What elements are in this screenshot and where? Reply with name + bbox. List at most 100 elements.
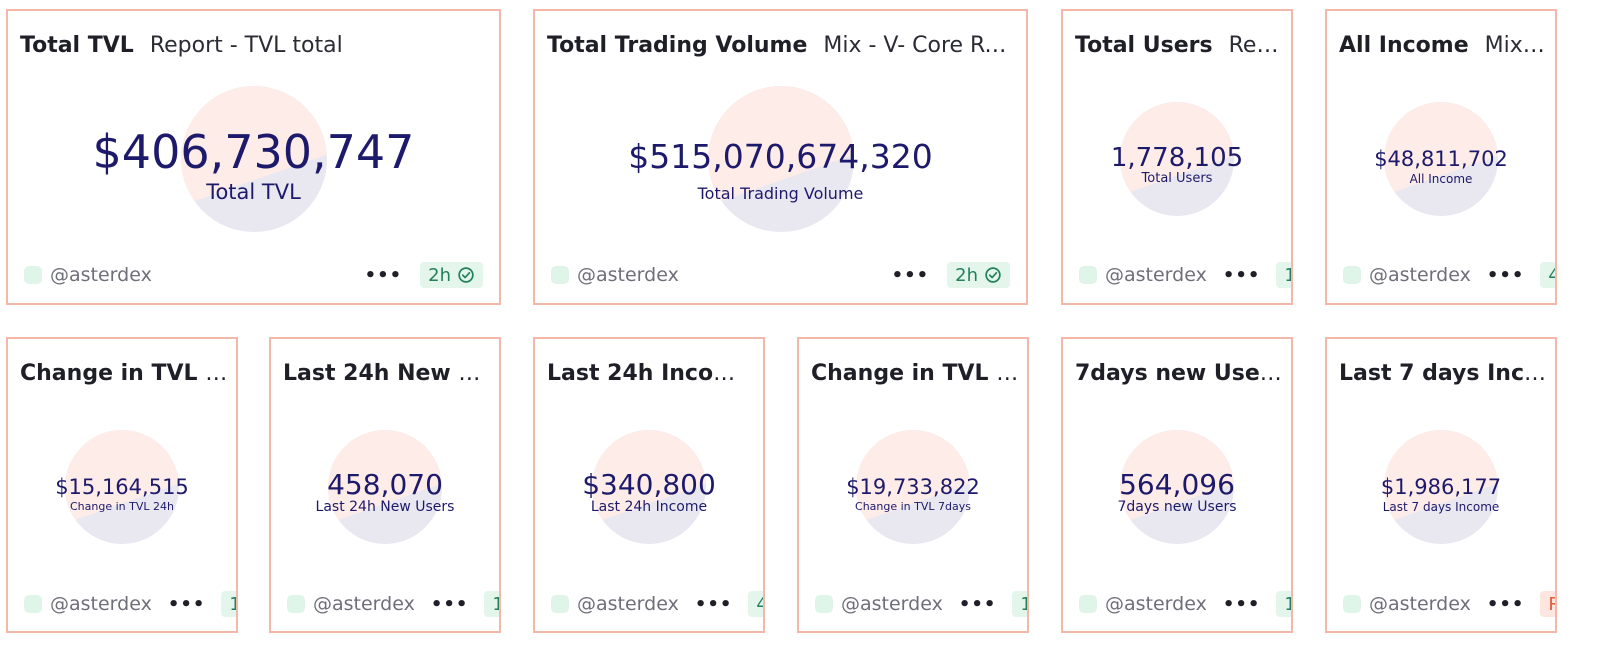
- chart-disc: [707, 86, 854, 232]
- status-badge[interactable]: 2h: [420, 262, 483, 288]
- status-badge[interactable]: Runn: [1540, 591, 1555, 617]
- check-circle-icon: [985, 267, 1001, 283]
- badge-label: 1h: [1020, 594, 1027, 615]
- author-name[interactable]: @asterdex: [841, 593, 943, 615]
- card-title: Total TVL: [20, 33, 134, 58]
- metric-value: $48,811,702: [1374, 147, 1508, 171]
- metric-value: $340,800: [582, 468, 716, 501]
- badge-label: 2h: [955, 264, 978, 286]
- card-header: Total Trading Volume Mix - V- Core Report: [547, 31, 1018, 61]
- avatar[interactable]: [1079, 266, 1097, 284]
- card-footer: @asterdex ••• 1h: [815, 590, 1027, 618]
- card-title: Last 7 days Inco...: [1339, 361, 1547, 386]
- more-options-icon[interactable]: •••: [958, 593, 997, 615]
- avatar[interactable]: [1079, 595, 1097, 613]
- card-last-24h-income[interactable]: Last 24h Income... $340,800 Last 24h Inc…: [533, 337, 765, 633]
- status-badge[interactable]: 1h: [1276, 591, 1291, 617]
- chart-disc: [328, 430, 442, 544]
- author-name[interactable]: @asterdex: [1105, 593, 1207, 615]
- author-name[interactable]: @asterdex: [1369, 264, 1471, 286]
- metric-value: $19,733,822: [846, 475, 980, 499]
- metric-value: 458,070: [327, 468, 443, 501]
- metric-label: 7days new Users: [1117, 499, 1237, 515]
- avatar[interactable]: [24, 266, 42, 284]
- chart-disc: [1120, 430, 1234, 544]
- card-header: 7days new Users...: [1075, 359, 1283, 389]
- author-name[interactable]: @asterdex: [1105, 264, 1207, 286]
- avatar[interactable]: [815, 595, 833, 613]
- badge-label: 1h: [229, 594, 236, 615]
- status-badge[interactable]: 45mi: [1540, 262, 1555, 288]
- status-badge[interactable]: 45mi: [748, 591, 763, 617]
- metric-value: 564,096: [1119, 468, 1235, 501]
- avatar[interactable]: [24, 595, 42, 613]
- author-name[interactable]: @asterdex: [1369, 593, 1471, 615]
- avatar[interactable]: [1343, 595, 1361, 613]
- author-name[interactable]: @asterdex: [50, 264, 152, 286]
- status-badge[interactable]: 2h: [947, 262, 1010, 288]
- badge-label: 45mi: [756, 594, 763, 615]
- card-footer: @asterdex ••• 1h: [24, 590, 236, 618]
- chart-disc: [180, 86, 327, 232]
- card-footer: @asterdex ••• 2h: [24, 261, 499, 289]
- more-options-icon[interactable]: •••: [694, 593, 733, 615]
- card-header: Change in TVL 7d...: [811, 359, 1019, 389]
- status-badge[interactable]: 1h: [484, 591, 499, 617]
- status-badge[interactable]: 1h: [221, 591, 236, 617]
- card-change-tvl-24h[interactable]: Change in TVL 24... $15,164,515 Change i…: [6, 337, 238, 633]
- avatar[interactable]: [551, 266, 569, 284]
- card-subtitle: Rep...: [1228, 33, 1283, 58]
- card-title: Change in TVL 7d...: [811, 361, 1019, 386]
- card-title: Total Trading Volume: [547, 33, 808, 58]
- card-footer: @asterdex ••• 2h: [551, 261, 1026, 289]
- card-all-income[interactable]: All Income Mix -... $48,811,702 All Incom…: [1325, 9, 1557, 305]
- card-title: 7days new Users...: [1075, 361, 1283, 386]
- more-options-icon[interactable]: •••: [1222, 264, 1261, 286]
- badge-label: 1h: [1284, 265, 1291, 286]
- chart-disc: [856, 430, 970, 544]
- more-options-icon[interactable]: •••: [1486, 593, 1525, 615]
- card-change-tvl-7d[interactable]: Change in TVL 7d... $19,733,822 Change i…: [797, 337, 1029, 633]
- metric-label: Last 24h New Users: [315, 499, 455, 515]
- chart-disc: [592, 430, 706, 544]
- author-name[interactable]: @asterdex: [577, 264, 679, 286]
- card-footer: @asterdex ••• 1h: [287, 590, 499, 618]
- card-title: Last 24h Income...: [547, 361, 755, 386]
- card-header: Last 24h Income...: [547, 359, 755, 389]
- card-footer: @asterdex ••• Runn: [1343, 590, 1555, 618]
- more-options-icon[interactable]: •••: [1222, 593, 1261, 615]
- author-name[interactable]: @asterdex: [50, 593, 152, 615]
- card-total-users[interactable]: Total Users Rep... 1,778,105 Total Users …: [1061, 9, 1293, 305]
- card-title: Change in TVL 24...: [20, 361, 228, 386]
- card-footer: @asterdex ••• 1h: [1079, 261, 1291, 289]
- card-total-tvl[interactable]: Total TVL Report - TVL total $406,730,747…: [6, 9, 501, 305]
- author-name[interactable]: @asterdex: [313, 593, 415, 615]
- chart-disc: [1384, 430, 1498, 544]
- metric-label: All Income: [1409, 172, 1473, 186]
- card-last-24h-new-users[interactable]: Last 24h New Us... 458,070 Last 24h New …: [269, 337, 501, 633]
- avatar[interactable]: [551, 595, 569, 613]
- more-options-icon[interactable]: •••: [167, 593, 206, 615]
- card-subtitle: Report - TVL total: [149, 33, 343, 58]
- status-badge[interactable]: 1h: [1012, 591, 1027, 617]
- author-name[interactable]: @asterdex: [577, 593, 679, 615]
- card-header: All Income Mix -...: [1339, 31, 1547, 61]
- status-badge[interactable]: 1h: [1276, 262, 1291, 288]
- more-options-icon[interactable]: •••: [430, 593, 469, 615]
- card-header: Last 7 days Inco...: [1339, 359, 1547, 389]
- chart-disc: [65, 430, 179, 544]
- more-options-icon[interactable]: •••: [891, 264, 930, 286]
- card-7days-new-users[interactable]: 7days new Users... 564,096 7days new Use…: [1061, 337, 1293, 633]
- card-footer: @asterdex ••• 45mi: [551, 590, 763, 618]
- metric-label: Total TVL: [206, 180, 301, 204]
- metric-label: Last 24h Income: [590, 499, 708, 515]
- avatar[interactable]: [1343, 266, 1361, 284]
- card-footer: @asterdex ••• 45mi: [1343, 261, 1555, 289]
- more-options-icon[interactable]: •••: [1486, 264, 1525, 286]
- metric-label: Last 7 days Income: [1382, 500, 1500, 514]
- card-total-trading-volume[interactable]: Total Trading Volume Mix - V- Core Report…: [533, 9, 1028, 305]
- avatar[interactable]: [287, 595, 305, 613]
- metric-label: Total Trading Volume: [697, 184, 864, 203]
- card-last-7-days-income[interactable]: Last 7 days Inco... $1,986,177 Last 7 da…: [1325, 337, 1557, 633]
- more-options-icon[interactable]: •••: [364, 264, 403, 286]
